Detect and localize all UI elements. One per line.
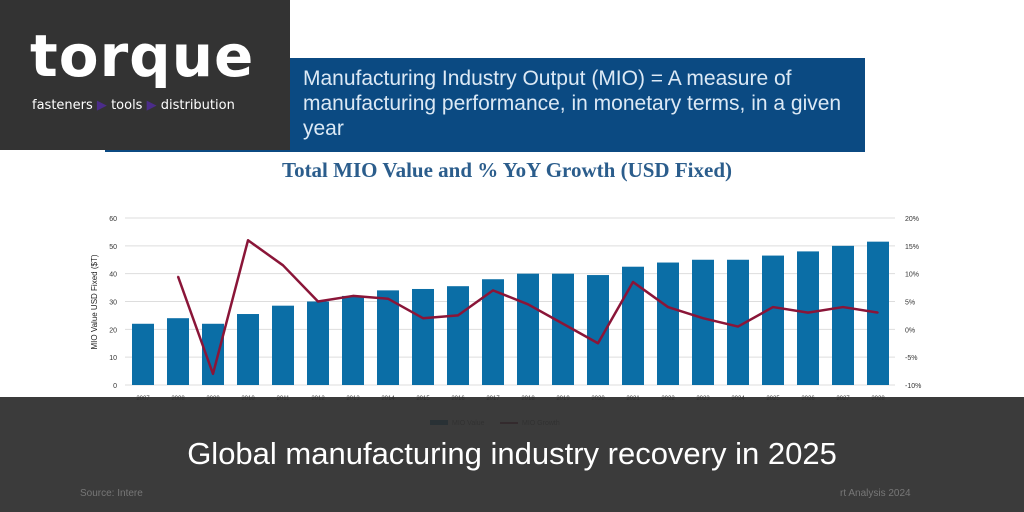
tag-tools: tools	[111, 98, 143, 113]
y2-tick-label: 5%	[905, 300, 915, 307]
growth-point	[212, 373, 214, 375]
growth-point	[527, 303, 529, 306]
growth-point	[247, 239, 249, 242]
growth-point	[457, 314, 459, 317]
logo[interactable]: torque fasteners ▶ tools ▶ distribution	[0, 0, 290, 150]
bar	[272, 305, 294, 385]
y2-tick-label: 15%	[905, 244, 919, 251]
bar	[727, 259, 749, 385]
y-tick-label: 30	[109, 300, 117, 307]
bar	[342, 295, 364, 385]
growth-point	[667, 306, 669, 308]
growth-point	[772, 306, 774, 308]
y-tick-label: 50	[109, 244, 117, 251]
bar	[377, 290, 399, 385]
post-caption[interactable]: Global manufacturing industry recovery i…	[187, 436, 837, 471]
bar	[797, 251, 819, 385]
growth-point	[597, 342, 599, 345]
growth-point	[702, 317, 704, 320]
y2-tick-label: -10%	[905, 383, 921, 390]
bar	[517, 273, 539, 385]
banner-line-2: performance, in monetary terms, in a giv…	[303, 92, 842, 140]
growth-point	[737, 325, 739, 328]
bar	[657, 262, 679, 385]
growth-point	[387, 297, 389, 300]
bar	[167, 318, 189, 385]
arrow-icon: ▶	[96, 98, 107, 113]
banner-line-1: Manufacturing Industry Output (MIO) = A …	[303, 67, 792, 115]
bar	[622, 266, 644, 385]
y-tick-label: 20	[109, 327, 117, 334]
y2-tick-label: 0%	[905, 327, 915, 334]
bar	[762, 255, 784, 385]
logo-wordmark: torque	[30, 22, 255, 90]
bar	[552, 273, 574, 385]
growth-point	[422, 317, 424, 320]
source-text-left: Source: Intere	[80, 488, 143, 499]
growth-point	[317, 300, 319, 303]
bar	[447, 286, 469, 385]
source-text-right: rt Analysis 2024	[840, 488, 911, 499]
bar	[237, 314, 259, 385]
chart-title: Total MIO Value and % YoY Growth (USD Fi…	[281, 158, 732, 182]
y-tick-label: 0	[113, 383, 117, 390]
bar	[587, 275, 609, 385]
growth-point	[492, 289, 494, 292]
y-axis-label: MIO Value USD Fixed ($T)	[90, 254, 99, 349]
y2-tick-label: 20%	[905, 216, 919, 223]
growth-point	[877, 311, 879, 314]
growth-point	[282, 264, 284, 267]
growth-point	[842, 306, 844, 308]
growth-point	[177, 275, 179, 278]
tag-distribution: distribution	[160, 98, 235, 113]
logo-tagline: fasteners ▶ tools ▶ distribution	[32, 98, 235, 113]
growth-point	[562, 322, 564, 325]
bar	[692, 259, 714, 385]
caption-overlay	[0, 397, 1024, 512]
bar	[832, 245, 854, 385]
growth-point	[807, 311, 809, 314]
arrow-icon: ▶	[146, 98, 157, 113]
bar	[202, 323, 224, 385]
y-tick-label: 40	[109, 272, 117, 279]
y2-tick-label: -5%	[905, 355, 917, 362]
growth-point	[352, 295, 354, 297]
bar	[482, 279, 504, 385]
bar	[132, 323, 154, 385]
y-tick-label: 10	[109, 355, 117, 362]
tag-fasteners: fasteners	[32, 98, 93, 113]
growth-point	[632, 281, 634, 283]
bar	[412, 288, 434, 385]
bar	[307, 301, 329, 385]
y2-tick-label: 10%	[905, 272, 919, 279]
y-tick-label: 60	[109, 216, 117, 223]
